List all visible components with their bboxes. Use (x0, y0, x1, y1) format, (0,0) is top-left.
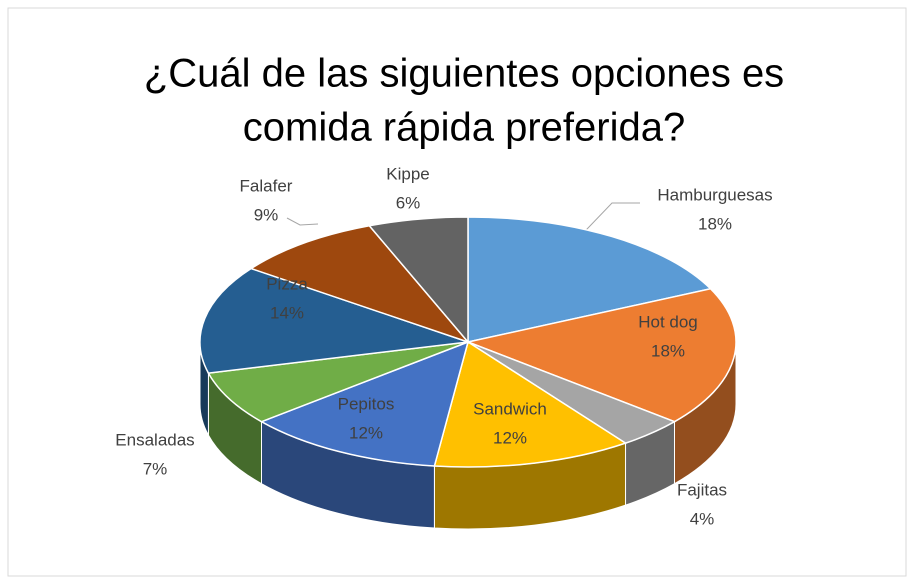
pie-slice (249, 224, 471, 344)
data-label-value: 9% (254, 205, 279, 224)
data-label-value: 18% (698, 214, 732, 233)
data-label-name: Ensaladas (115, 430, 194, 449)
pie-slice (465, 287, 737, 423)
data-label-value: 12% (493, 428, 527, 447)
data-label-name: Pepitos (338, 394, 395, 413)
data-label-value: 7% (143, 459, 168, 478)
chart-title: ¿Cuál de las siguientes opciones es (144, 52, 784, 96)
data-label-name: Hot dog (638, 312, 698, 331)
data-label-value: 6% (396, 193, 421, 212)
data-label-value: 14% (270, 303, 304, 322)
data-label-name: Falafer (240, 176, 293, 195)
data-label-value: 12% (349, 423, 383, 442)
data-label-value: 4% (690, 509, 715, 528)
data-label-name: Kippe (386, 164, 429, 183)
pie-slice (259, 340, 470, 467)
data-label-name: Pizza (266, 274, 308, 293)
pie-slice (367, 216, 469, 345)
leader-line (286, 217, 319, 226)
data-label-name: Fajitas (677, 480, 727, 499)
data-label-name: Sandwich (473, 399, 547, 418)
pie-slice (207, 341, 469, 423)
pie-slice (433, 340, 628, 468)
data-label-name: Hamburguesas (657, 185, 772, 204)
pie-slice (467, 216, 713, 343)
chart-title: comida rápida preferida? (243, 106, 685, 150)
data-label-value: 18% (651, 341, 685, 360)
pie-slice (199, 267, 469, 374)
